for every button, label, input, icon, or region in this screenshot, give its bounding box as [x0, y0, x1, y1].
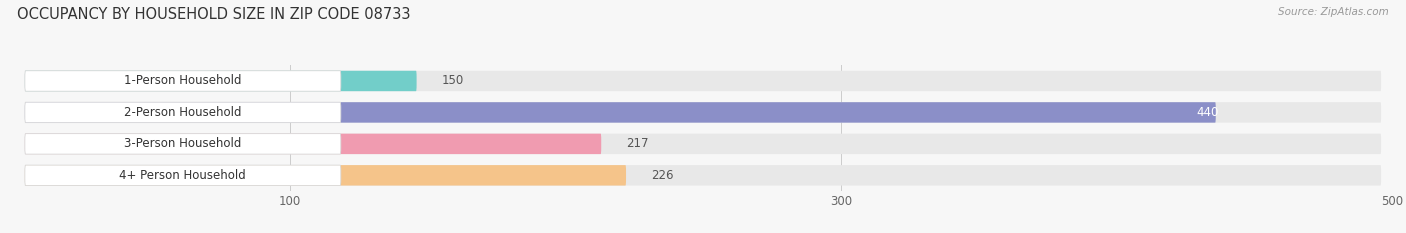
Text: OCCUPANCY BY HOUSEHOLD SIZE IN ZIP CODE 08733: OCCUPANCY BY HOUSEHOLD SIZE IN ZIP CODE …	[17, 7, 411, 22]
FancyBboxPatch shape	[25, 71, 1381, 91]
FancyBboxPatch shape	[25, 134, 1381, 154]
Text: 440: 440	[1197, 106, 1219, 119]
Text: 2-Person Household: 2-Person Household	[124, 106, 242, 119]
Text: 150: 150	[441, 75, 464, 87]
FancyBboxPatch shape	[25, 102, 340, 123]
FancyBboxPatch shape	[25, 165, 340, 185]
Text: Source: ZipAtlas.com: Source: ZipAtlas.com	[1278, 7, 1389, 17]
Text: 217: 217	[626, 137, 648, 150]
Text: 3-Person Household: 3-Person Household	[124, 137, 242, 150]
FancyBboxPatch shape	[25, 165, 1381, 185]
Text: 4+ Person Household: 4+ Person Household	[120, 169, 246, 182]
FancyBboxPatch shape	[25, 165, 626, 185]
Text: 226: 226	[651, 169, 673, 182]
FancyBboxPatch shape	[25, 102, 1381, 123]
Text: 1-Person Household: 1-Person Household	[124, 75, 242, 87]
FancyBboxPatch shape	[25, 134, 340, 154]
FancyBboxPatch shape	[25, 71, 416, 91]
FancyBboxPatch shape	[25, 134, 602, 154]
FancyBboxPatch shape	[25, 102, 1216, 123]
FancyBboxPatch shape	[25, 71, 340, 91]
